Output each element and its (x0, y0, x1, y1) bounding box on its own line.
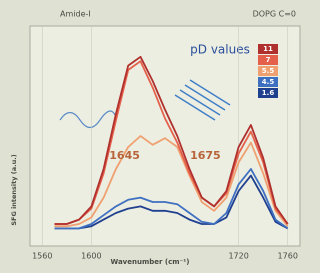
x-tick-label: 1600 (81, 252, 101, 261)
x-tick-label: 1720 (228, 252, 248, 261)
legend-label: 11 (263, 45, 273, 53)
page: {"chart_data": {"type": "line", "header_… (0, 0, 304, 273)
y-axis-label: SFG intensity (a.u.) (10, 154, 18, 225)
legend-title: pD values (190, 43, 250, 57)
x-tick-label: 1560 (32, 252, 52, 261)
annotation: 1675 (190, 149, 221, 162)
legend-label: 5.5 (262, 67, 275, 75)
header-left: Amide-I (60, 10, 91, 19)
legend-label: 7 (266, 56, 271, 64)
header-right: DOPG C=0 (253, 10, 296, 19)
annotation: 1645 (109, 149, 140, 162)
x-axis-label: Wavenumber (cm⁻¹) (110, 258, 189, 266)
legend-label: 1.6 (262, 89, 275, 97)
x-tick-label: 1760 (278, 252, 298, 261)
legend-label: 4.5 (262, 78, 275, 86)
chart: Amide-I DOPG C=0 Wavenumber (cm⁻¹) SFG i… (0, 0, 304, 273)
